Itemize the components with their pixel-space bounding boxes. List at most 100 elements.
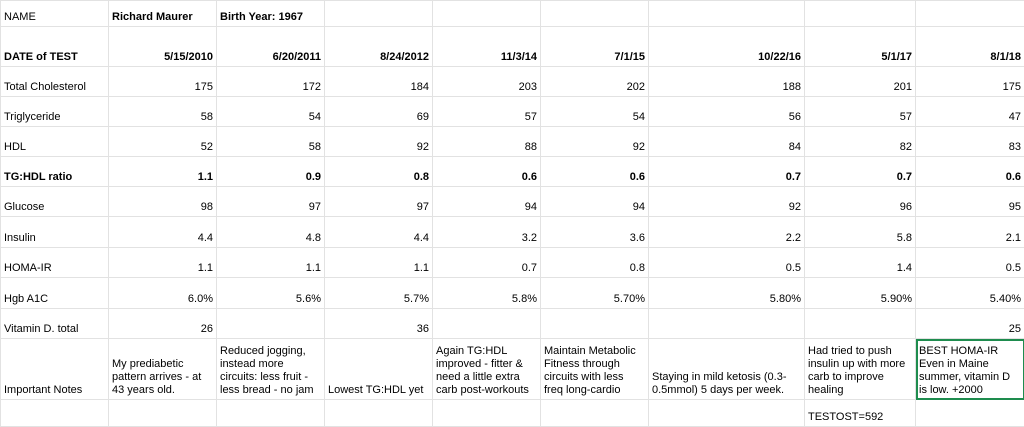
cell[interactable]: 8/24/2012 bbox=[325, 27, 433, 67]
cell[interactable]: 6/20/2011 bbox=[217, 27, 325, 67]
cell[interactable]: 8/1/18 bbox=[916, 27, 1024, 67]
cell[interactable]: Total Cholesterol bbox=[1, 67, 109, 97]
cell[interactable]: Staying in mild ketosis (0.3-0.5mmol) 5 … bbox=[649, 339, 805, 400]
cell[interactable]: 92 bbox=[541, 127, 649, 157]
cell[interactable]: Vitamin D. total bbox=[1, 309, 109, 339]
cell[interactable]: NAME bbox=[1, 1, 109, 27]
cell[interactable]: 5/1/17 bbox=[805, 27, 916, 67]
cell[interactable]: 0.5 bbox=[916, 248, 1024, 278]
cell[interactable] bbox=[541, 400, 649, 427]
cell[interactable]: 69 bbox=[325, 97, 433, 127]
cell[interactable]: 184 bbox=[325, 67, 433, 97]
cell[interactable]: 0.6 bbox=[541, 157, 649, 187]
cell[interactable]: 5.70% bbox=[541, 278, 649, 309]
cell[interactable]: TG:HDL ratio bbox=[1, 157, 109, 187]
cell[interactable]: 5.8% bbox=[433, 278, 541, 309]
cell[interactable]: 0.9 bbox=[217, 157, 325, 187]
cell[interactable]: 0.6 bbox=[916, 157, 1024, 187]
cell[interactable]: 5.80% bbox=[649, 278, 805, 309]
cell[interactable]: 5.40% bbox=[916, 278, 1024, 309]
cell[interactable]: 0.8 bbox=[325, 157, 433, 187]
cell[interactable]: 4.8 bbox=[217, 217, 325, 248]
cell[interactable]: 1.4 bbox=[805, 248, 916, 278]
cell[interactable] bbox=[541, 1, 649, 27]
cell[interactable]: 175 bbox=[109, 67, 217, 97]
cell[interactable]: Birth Year: 1967 bbox=[217, 1, 325, 27]
cell[interactable] bbox=[433, 1, 541, 27]
cell[interactable]: 5.90% bbox=[805, 278, 916, 309]
cell[interactable]: 6.0% bbox=[109, 278, 217, 309]
cell[interactable]: 2.1 bbox=[916, 217, 1024, 248]
cell[interactable]: Glucose bbox=[1, 187, 109, 217]
cell[interactable]: 3.6 bbox=[541, 217, 649, 248]
cell[interactable]: BEST HOMA-IR Even in Maine summer, vitam… bbox=[916, 339, 1024, 400]
cell[interactable]: Again TG:HDL improved - fitter & need a … bbox=[433, 339, 541, 400]
cell[interactable]: 1.1 bbox=[325, 248, 433, 278]
cell[interactable]: 1.1 bbox=[217, 248, 325, 278]
cell[interactable]: Important Notes bbox=[1, 339, 109, 400]
cell[interactable]: 25 bbox=[916, 309, 1024, 339]
cell[interactable]: HDL bbox=[1, 127, 109, 157]
cell[interactable] bbox=[217, 400, 325, 427]
cell[interactable]: Insulin bbox=[1, 217, 109, 248]
cell[interactable]: 58 bbox=[109, 97, 217, 127]
cell[interactable]: 1.1 bbox=[109, 248, 217, 278]
cell[interactable]: 175 bbox=[916, 67, 1024, 97]
cell[interactable]: 95 bbox=[916, 187, 1024, 217]
cell[interactable]: 47 bbox=[916, 97, 1024, 127]
cell[interactable]: 0.7 bbox=[805, 157, 916, 187]
cell[interactable]: 0.5 bbox=[649, 248, 805, 278]
cell[interactable] bbox=[217, 309, 325, 339]
cell[interactable]: 56 bbox=[649, 97, 805, 127]
cell[interactable]: 0.7 bbox=[649, 157, 805, 187]
cell[interactable] bbox=[805, 1, 916, 27]
cell[interactable]: 11/3/14 bbox=[433, 27, 541, 67]
cell[interactable]: 98 bbox=[109, 187, 217, 217]
cell[interactable]: 26 bbox=[109, 309, 217, 339]
cell[interactable]: Richard Maurer bbox=[109, 1, 217, 27]
cell[interactable] bbox=[325, 400, 433, 427]
cell[interactable]: TESTOST=592 bbox=[805, 400, 916, 427]
cell[interactable] bbox=[916, 1, 1024, 27]
cell[interactable]: 1.1 bbox=[109, 157, 217, 187]
cell[interactable]: 92 bbox=[649, 187, 805, 217]
cell[interactable]: 96 bbox=[805, 187, 916, 217]
cell[interactable] bbox=[649, 1, 805, 27]
cell[interactable]: 10/22/16 bbox=[649, 27, 805, 67]
cell[interactable]: 188 bbox=[649, 67, 805, 97]
cell[interactable]: 58 bbox=[217, 127, 325, 157]
cell[interactable]: 97 bbox=[217, 187, 325, 217]
cell[interactable]: 52 bbox=[109, 127, 217, 157]
cell[interactable]: Triglyceride bbox=[1, 97, 109, 127]
cell[interactable]: Reduced jogging, instead more circuits: … bbox=[217, 339, 325, 400]
cell[interactable]: Lowest TG:HDL yet bbox=[325, 339, 433, 400]
cell[interactable] bbox=[109, 400, 217, 427]
cell[interactable]: 3.2 bbox=[433, 217, 541, 248]
cell[interactable]: 54 bbox=[541, 97, 649, 127]
cell[interactable] bbox=[649, 400, 805, 427]
cell[interactable]: 5.7% bbox=[325, 278, 433, 309]
cell[interactable] bbox=[916, 400, 1024, 427]
cell[interactable] bbox=[433, 400, 541, 427]
cell[interactable] bbox=[805, 309, 916, 339]
cell[interactable]: Hgb A1C bbox=[1, 278, 109, 309]
cell[interactable] bbox=[649, 309, 805, 339]
cell[interactable]: 5/15/2010 bbox=[109, 27, 217, 67]
cell[interactable]: Had tried to push insulin up with more c… bbox=[805, 339, 916, 400]
cell[interactable]: 2.2 bbox=[649, 217, 805, 248]
cell[interactable]: 0.7 bbox=[433, 248, 541, 278]
cell[interactable] bbox=[541, 309, 649, 339]
cell[interactable]: 97 bbox=[325, 187, 433, 217]
cell[interactable]: 7/1/15 bbox=[541, 27, 649, 67]
cell[interactable]: HOMA-IR bbox=[1, 248, 109, 278]
cell[interactable] bbox=[325, 1, 433, 27]
cell[interactable]: 92 bbox=[325, 127, 433, 157]
cell[interactable]: 54 bbox=[217, 97, 325, 127]
cell[interactable]: 4.4 bbox=[325, 217, 433, 248]
cell[interactable]: 94 bbox=[433, 187, 541, 217]
cell[interactable]: 88 bbox=[433, 127, 541, 157]
cell[interactable]: 84 bbox=[649, 127, 805, 157]
cell[interactable]: 5.8 bbox=[805, 217, 916, 248]
cell[interactable]: DATE of TEST bbox=[1, 27, 109, 67]
cell[interactable] bbox=[433, 309, 541, 339]
